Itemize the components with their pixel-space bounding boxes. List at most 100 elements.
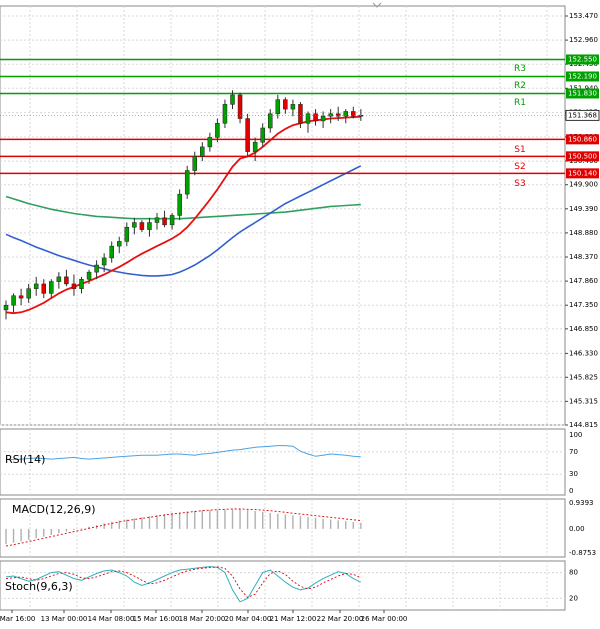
time-axis-label: 20 Mar 04:00 — [225, 615, 272, 623]
price-axis-label: 145.315 — [569, 397, 598, 405]
rsi-axis-label: 100 — [569, 431, 582, 439]
stoch-signal-line — [5, 566, 361, 599]
price-axis-label: 145.825 — [569, 373, 598, 381]
candle-body — [71, 283, 77, 289]
price-axis-label: 153.470 — [569, 12, 598, 20]
level-tag-r2 — [566, 71, 599, 82]
pane-frame-macd — [0, 498, 566, 558]
candle-body — [245, 118, 250, 152]
candle-body — [11, 295, 16, 306]
candle-body — [283, 99, 288, 110]
pane-frame-main — [0, 5, 566, 426]
candle-body — [313, 113, 318, 122]
pane-frame-rsi — [0, 428, 566, 496]
level-name-r3: R3 — [514, 64, 526, 74]
candle-body — [343, 111, 348, 117]
time-axis-label: 13 Mar 00:00 — [41, 615, 88, 623]
candle-body — [335, 113, 341, 117]
rsi-axis-label: 70 — [569, 448, 578, 456]
candle-body — [268, 113, 273, 129]
level-tag-s3 — [566, 168, 599, 179]
time-axis-label: 14 Mar 08:00 — [88, 615, 135, 623]
candle-body — [290, 104, 296, 110]
candle-body — [33, 283, 39, 289]
candle-body — [41, 283, 46, 294]
price-axis-label: 147.860 — [569, 277, 598, 285]
macd-signal-line — [5, 508, 361, 547]
rsi-line — [5, 445, 361, 461]
candle-body — [64, 276, 69, 285]
candle-body — [26, 288, 31, 299]
candle-body — [351, 111, 356, 117]
stoch-label: Stoch(9,6,3) — [5, 580, 73, 593]
candle-body — [86, 271, 92, 280]
level-tag-r3 — [566, 54, 599, 65]
candle-body — [162, 217, 167, 226]
current-price-label: 151.368 — [568, 111, 597, 119]
level-value-s1: 150.860 — [568, 135, 597, 143]
level-name-s3: S3 — [514, 179, 525, 189]
level-value-r2: 152.190 — [568, 72, 597, 80]
candle-body — [101, 257, 107, 266]
candle-body — [207, 137, 213, 148]
candle-body — [192, 156, 197, 171]
price-axis-label: 149.390 — [569, 205, 598, 213]
time-axis-label: 18 Mar 20:00 — [179, 615, 226, 623]
candle-body — [18, 295, 24, 299]
level-tag-s1 — [566, 134, 599, 145]
time-axis-label: 15 Mar 16:00 — [133, 615, 180, 623]
price-axis-label: 147.350 — [569, 301, 598, 309]
macd-axis-label: 0.00 — [569, 525, 585, 533]
rsi-label: RSI(14) — [5, 453, 45, 466]
level-tag-s2 — [566, 151, 599, 162]
macd-axis-label: -0.8753 — [569, 549, 596, 557]
candle-body — [117, 241, 122, 247]
candle-body — [252, 141, 258, 152]
pane-frame-stoch — [0, 560, 566, 611]
stoch-main-line — [5, 566, 362, 603]
candle-body — [177, 193, 182, 216]
candle-body — [260, 127, 265, 143]
candle-body — [222, 104, 228, 124]
candle-body — [94, 264, 99, 273]
price-axis-label: 149.900 — [569, 181, 598, 189]
time-axis-label: 12 Mar 16:00 — [0, 615, 35, 623]
current-price-tag — [565, 109, 600, 121]
candle-body — [79, 278, 84, 289]
candle-body — [184, 170, 190, 195]
candle-body — [154, 217, 160, 223]
candle-body — [49, 281, 54, 294]
rsi-axis-label: 0 — [569, 487, 573, 495]
price-axis-label: 148.880 — [569, 229, 598, 237]
rsi-axis-label: 30 — [569, 470, 578, 478]
candle-body — [328, 113, 333, 117]
candle-body — [124, 226, 130, 242]
price-axis-label: 144.815 — [569, 421, 598, 429]
stoch-axis-label: 80 — [569, 569, 578, 577]
level-value-s2: 150.500 — [568, 152, 597, 160]
candle-body — [132, 222, 137, 228]
candle-body — [237, 94, 243, 119]
price-axis-label: 151.940 — [569, 84, 598, 92]
price-axis-label: 146.850 — [569, 325, 598, 333]
price-axis-label: 152.960 — [569, 36, 598, 44]
candle-body — [320, 115, 326, 122]
level-name-r2: R2 — [514, 81, 526, 91]
time-axis-label: 21 Mar 12:00 — [270, 615, 317, 623]
candle-body — [147, 222, 152, 230]
candle-body — [139, 222, 145, 230]
scroll-marker-icon — [372, 2, 382, 8]
candle-body — [56, 276, 62, 282]
level-value-r3: 152.550 — [568, 55, 597, 63]
stoch-axis-label: 20 — [569, 594, 578, 602]
candle-body — [305, 113, 311, 124]
macd-axis-label: 0.9393 — [569, 499, 594, 507]
candle-body — [3, 304, 9, 311]
price-axis-label: 148.370 — [569, 253, 598, 261]
time-axis-label: 22 Mar 20:00 — [317, 615, 364, 623]
level-tag-r1 — [566, 88, 599, 99]
level-value-s3: 150.140 — [568, 169, 597, 177]
ema-slow-line — [5, 195, 361, 220]
